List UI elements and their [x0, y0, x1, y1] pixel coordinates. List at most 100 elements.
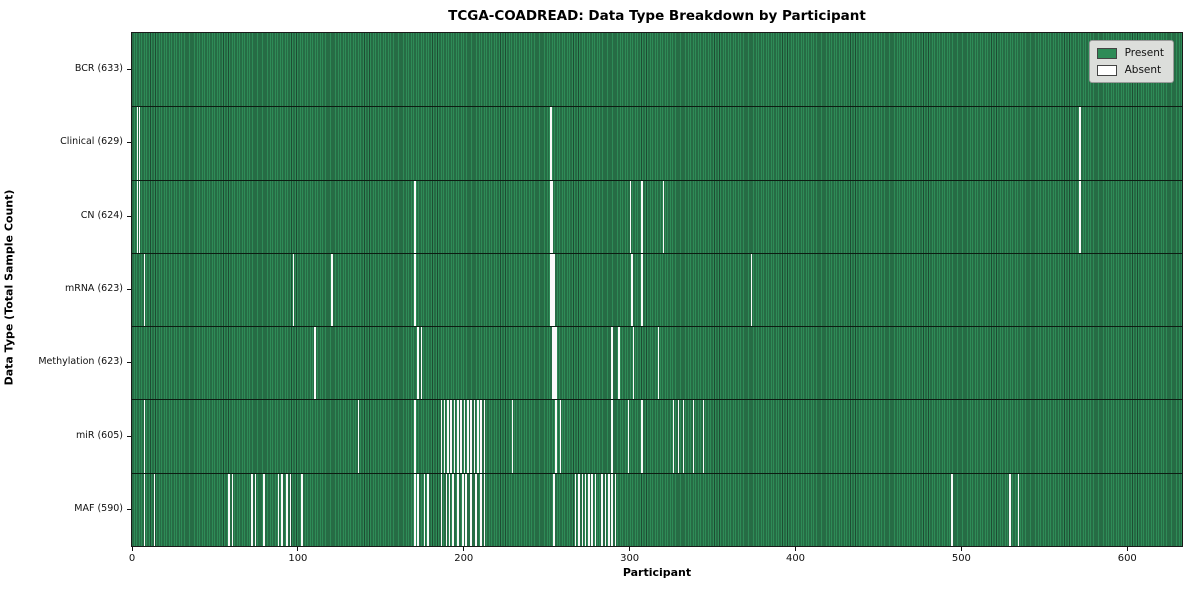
absent-mark: [682, 399, 685, 473]
absent-mark: [447, 399, 449, 473]
absent-mark: [951, 472, 953, 546]
absent-mark: [480, 399, 482, 473]
absent-mark: [614, 472, 617, 546]
absent-mark: [423, 472, 426, 546]
absent-mark: [1079, 106, 1081, 180]
y-tick-label-cn: CN (624): [80, 209, 123, 221]
x-tick: [297, 547, 299, 551]
row-separator: [132, 252, 1182, 254]
absent-mark: [475, 472, 477, 546]
absent-mark: [662, 179, 665, 253]
absent-mark: [477, 399, 479, 473]
absent-mark: [588, 472, 590, 546]
absent-mark: [301, 472, 303, 546]
absent-mark: [584, 472, 587, 546]
absent-mark: [289, 472, 292, 546]
absent-mark: [420, 326, 423, 400]
absent-mark: [417, 472, 419, 546]
absent-mark: [462, 472, 464, 546]
absent-mark: [452, 472, 454, 546]
absent-mark: [750, 252, 753, 327]
x-axis-label: Participant: [622, 566, 692, 579]
row-separator: [132, 326, 1182, 328]
absent-mark: [445, 472, 448, 546]
absent-swatch-icon: [1096, 64, 1117, 76]
chart-title: TCGA-COADREAD: Data Type Breakdown by Pa…: [448, 8, 866, 24]
absent-mark: [254, 472, 257, 546]
y-tick-label-mir: miR (605): [75, 429, 123, 441]
row-methylation: [132, 326, 1182, 400]
absent-mark: [604, 472, 607, 546]
absent-mark: [143, 252, 146, 327]
absent-mark: [443, 399, 446, 473]
absent-mark: [553, 472, 555, 546]
absent-mark: [581, 472, 584, 546]
absent-mark: [632, 326, 635, 400]
row-mir: [132, 399, 1182, 473]
x-tick: [960, 547, 962, 551]
x-tick: [795, 547, 796, 551]
absent-mark: [483, 399, 486, 473]
absent-mark: [473, 399, 476, 473]
absent-mark: [136, 106, 139, 180]
y-tick-label-clinical: Clinical (629): [60, 136, 123, 148]
absent-mark: [263, 472, 265, 546]
absent-mark: [440, 472, 443, 546]
absent-mark: [611, 399, 613, 473]
absent-mark: [574, 472, 577, 546]
absent-mark: [1017, 472, 1020, 546]
absent-mark: [467, 399, 469, 473]
x-tick-label-400: 400: [785, 553, 806, 564]
legend-label: Present: [1124, 47, 1164, 59]
absent-mark: [292, 252, 295, 327]
absent-mark: [143, 472, 146, 546]
y-tick: [127, 215, 131, 217]
absent-mark: [559, 399, 562, 473]
row-mrna: [132, 252, 1182, 327]
absent-mark: [677, 399, 680, 473]
row-bcr: [132, 33, 1182, 106]
y-tick-label-bcr: BCR (633): [74, 63, 123, 75]
absent-mark: [357, 399, 360, 473]
absent-mark: [457, 399, 459, 473]
absent-mark: [551, 252, 554, 327]
legend-label: Absent: [1124, 64, 1162, 76]
absent-mark: [611, 472, 613, 546]
absent-mark: [136, 179, 139, 253]
y-tick: [127, 435, 131, 437]
absent-mark: [413, 252, 416, 327]
absent-mark: [448, 472, 451, 546]
x-tick: [1126, 547, 1128, 551]
legend-item-present: Present: [1096, 47, 1164, 59]
absent-mark: [281, 472, 283, 546]
x-tick-label-500: 500: [951, 553, 971, 564]
x-tick-label-100: 100: [288, 553, 308, 564]
absent-mark: [286, 472, 288, 546]
absent-mark: [153, 472, 156, 546]
y-tick: [127, 508, 131, 510]
row-separator: [132, 472, 1182, 474]
plot-area: Present Absent BCR (633) Clinical (629) CN…: [38, 32, 1183, 564]
row-maf: [132, 472, 1182, 546]
absent-mark: [480, 472, 482, 546]
absent-mark: [641, 179, 643, 253]
absent-mark: [413, 399, 416, 473]
row-separator: [132, 179, 1182, 181]
y-tick-label-maf: MAF (590): [74, 502, 123, 514]
absent-mark: [629, 179, 632, 253]
absent-mark: [641, 399, 643, 473]
absent-mark: [470, 472, 472, 546]
absent-mark: [550, 179, 552, 253]
absent-mark: [657, 326, 660, 400]
absent-mark: [551, 326, 554, 400]
absent-mark: [483, 472, 486, 546]
absent-mark: [231, 472, 234, 546]
absent-mark: [594, 472, 597, 546]
absent-mark: [413, 179, 416, 253]
absent-mark: [627, 399, 630, 473]
absent-mark: [314, 326, 316, 400]
absent-mark: [618, 326, 620, 400]
y-tick: [127, 69, 131, 71]
y-tick-label-methylation: Methylation (623): [38, 356, 123, 368]
present-swatch-icon: [1096, 47, 1117, 59]
